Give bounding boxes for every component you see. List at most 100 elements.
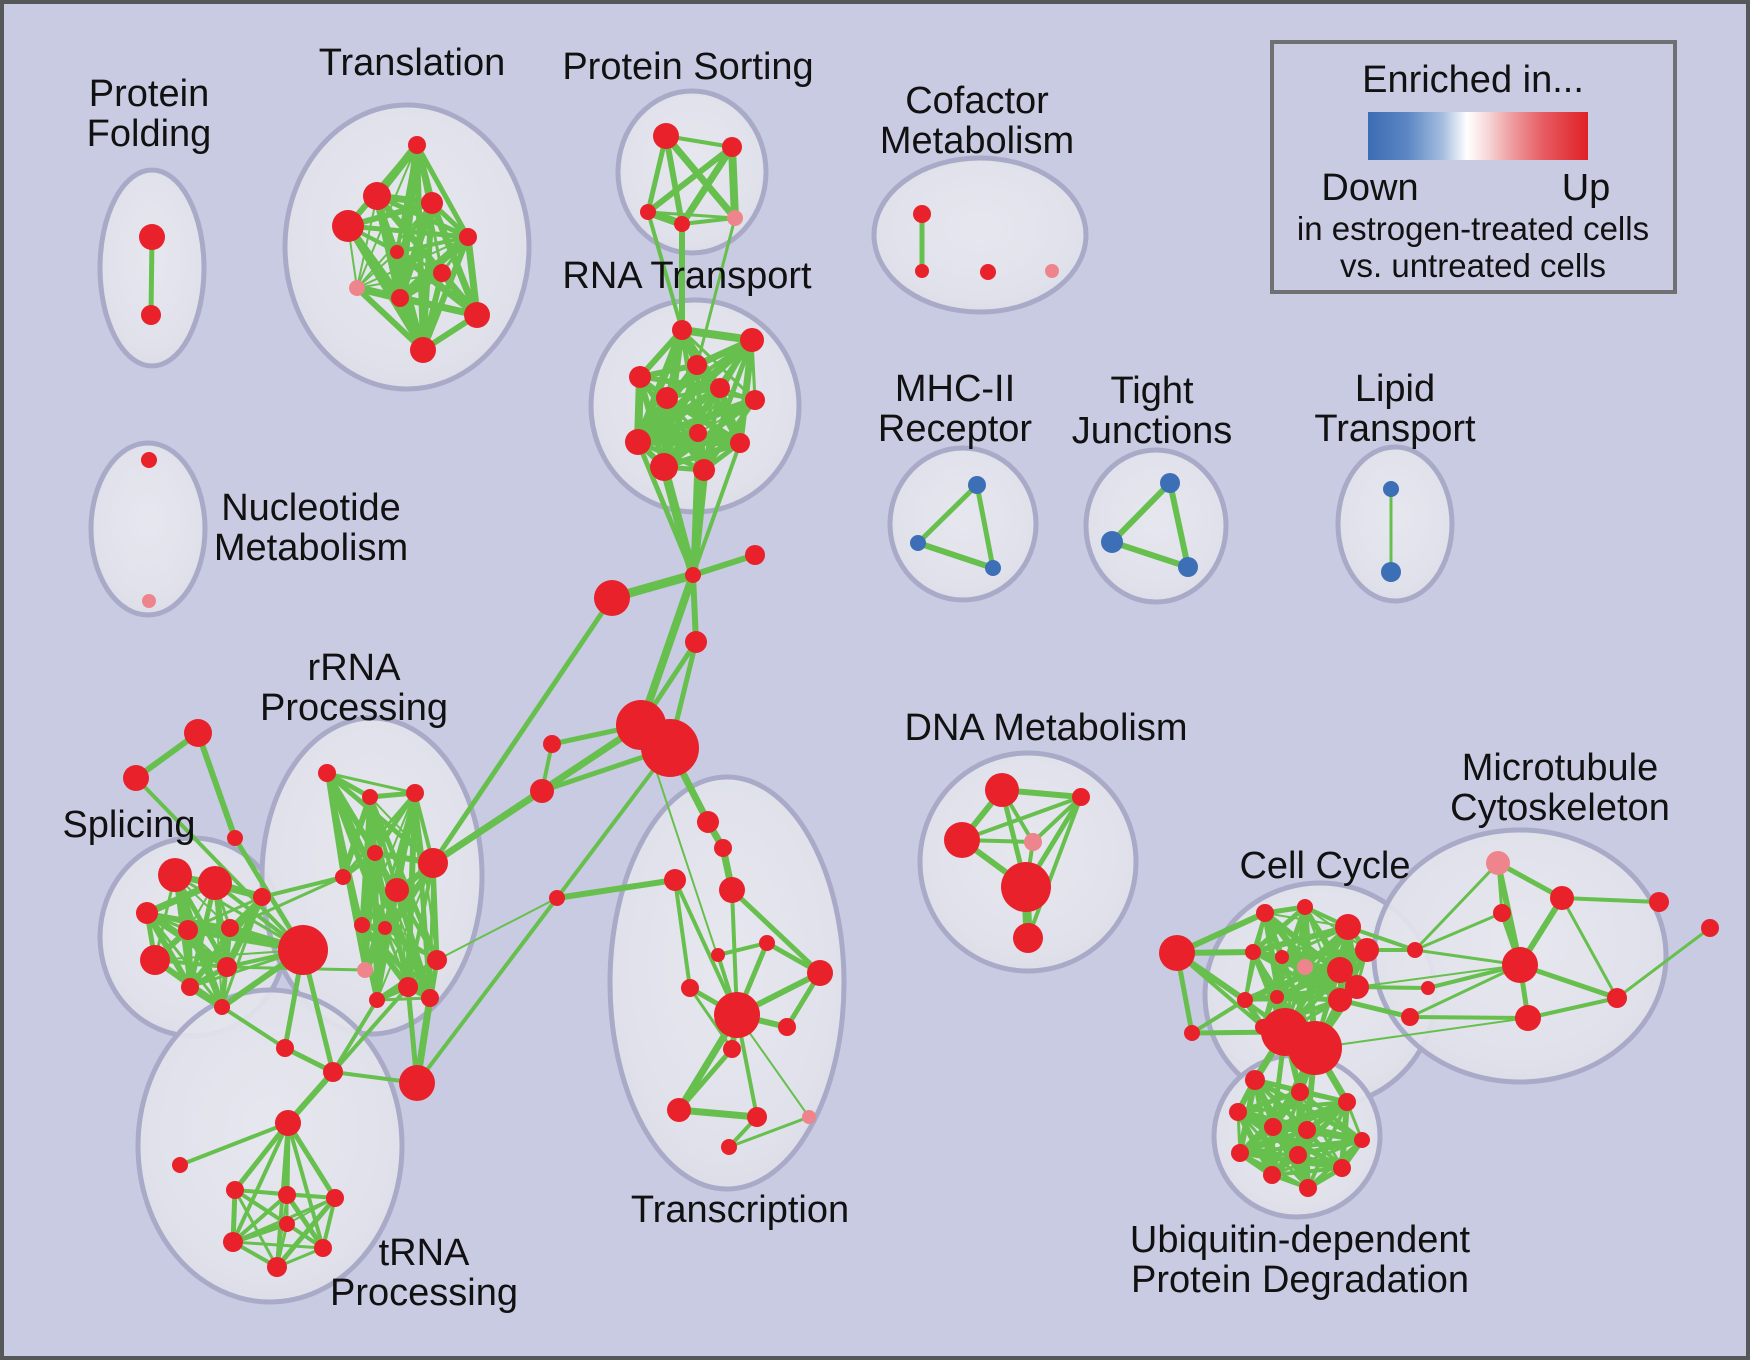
node-tr3[interactable]	[421, 192, 443, 214]
node-b1[interactable]	[399, 1065, 435, 1101]
node-cc19[interactable]	[1401, 1008, 1419, 1026]
node-tc3[interactable]	[664, 869, 686, 891]
node-ub5[interactable]	[1264, 1118, 1282, 1136]
node-mc4[interactable]	[1502, 947, 1538, 983]
node-tn6[interactable]	[267, 1257, 287, 1277]
node-dm2[interactable]	[1072, 788, 1090, 806]
node-mc1[interactable]	[1486, 851, 1510, 875]
node-r7[interactable]	[418, 848, 448, 878]
node-r14[interactable]	[421, 989, 439, 1007]
node-j3[interactable]	[745, 545, 765, 565]
node-rt8[interactable]	[689, 424, 707, 442]
node-cc5[interactable]	[1275, 950, 1289, 964]
node-tc2[interactable]	[714, 839, 732, 857]
node-tn2[interactable]	[278, 1186, 296, 1204]
node-sc8[interactable]	[217, 957, 237, 977]
node-mc6[interactable]	[1515, 1005, 1541, 1031]
node-cc2[interactable]	[1256, 904, 1274, 922]
node-cc17[interactable]	[1407, 942, 1423, 958]
node-ub7[interactable]	[1354, 1132, 1370, 1148]
node-ti[interactable]	[172, 1157, 188, 1173]
node-sc7[interactable]	[181, 978, 199, 996]
node-ps1[interactable]	[653, 123, 679, 149]
node-tc14[interactable]	[802, 1110, 816, 1124]
node-tr10[interactable]	[464, 302, 490, 328]
node-j6[interactable]	[641, 719, 699, 777]
node-cc4[interactable]	[1245, 944, 1261, 960]
node-tr8[interactable]	[349, 280, 365, 296]
node-tr4[interactable]	[332, 210, 364, 242]
node-r11[interactable]	[398, 977, 418, 997]
node-rt10[interactable]	[730, 433, 750, 453]
node-rt5[interactable]	[710, 378, 730, 398]
node-tc11[interactable]	[723, 1040, 741, 1058]
node-r2[interactable]	[362, 789, 378, 805]
node-cc6[interactable]	[1297, 959, 1313, 975]
node-sc6[interactable]	[140, 945, 170, 975]
node-tn3[interactable]	[326, 1189, 344, 1207]
node-dm5[interactable]	[1001, 862, 1051, 912]
node-tn7[interactable]	[279, 1216, 295, 1232]
node-r12[interactable]	[369, 992, 385, 1008]
node-rt4[interactable]	[629, 366, 651, 388]
node-tc13[interactable]	[747, 1107, 767, 1127]
node-c1[interactable]	[276, 1039, 294, 1057]
node-lp2[interactable]	[1381, 562, 1401, 582]
node-cc18[interactable]	[1421, 981, 1435, 995]
node-rt12[interactable]	[693, 459, 715, 481]
node-schub[interactable]	[278, 925, 328, 975]
node-pf1[interactable]	[139, 224, 165, 250]
node-tr2[interactable]	[363, 182, 391, 210]
node-mh1[interactable]	[968, 476, 986, 494]
node-cc7[interactable]	[1335, 914, 1361, 940]
node-st3[interactable]	[227, 830, 243, 846]
node-tc1[interactable]	[697, 811, 719, 833]
node-tc5[interactable]	[711, 948, 725, 962]
node-mc3[interactable]	[1493, 904, 1511, 922]
node-nm1[interactable]	[141, 452, 157, 468]
node-j9[interactable]	[549, 890, 565, 906]
node-dm4[interactable]	[1024, 833, 1042, 851]
node-r4[interactable]	[367, 845, 383, 861]
node-st1[interactable]	[184, 719, 212, 747]
node-sc3[interactable]	[136, 902, 158, 924]
node-tc6[interactable]	[759, 935, 775, 951]
node-j8[interactable]	[530, 779, 554, 803]
node-ub1[interactable]	[1245, 1070, 1265, 1090]
node-cf1[interactable]	[913, 205, 931, 223]
node-ub8[interactable]	[1231, 1144, 1249, 1162]
node-ps3[interactable]	[640, 204, 656, 220]
node-cc13[interactable]	[1328, 988, 1352, 1012]
node-tc15[interactable]	[721, 1139, 737, 1155]
node-cf3[interactable]	[980, 264, 996, 280]
node-rt3[interactable]	[687, 355, 707, 375]
node-j4[interactable]	[685, 631, 707, 653]
node-cf2[interactable]	[915, 264, 929, 278]
node-tr11[interactable]	[410, 337, 436, 363]
node-tc8[interactable]	[807, 960, 833, 986]
node-dm3[interactable]	[944, 822, 980, 858]
node-cc16[interactable]	[1288, 1021, 1342, 1075]
node-cc8[interactable]	[1355, 938, 1379, 962]
node-dm6[interactable]	[1013, 923, 1043, 953]
node-lp1[interactable]	[1383, 481, 1399, 497]
node-rt2[interactable]	[740, 328, 764, 352]
node-cc3[interactable]	[1297, 899, 1313, 915]
node-r10[interactable]	[357, 962, 373, 978]
node-tc10[interactable]	[778, 1018, 796, 1036]
node-mc7[interactable]	[1649, 892, 1669, 912]
node-ps5[interactable]	[727, 210, 743, 226]
node-cc11[interactable]	[1237, 992, 1253, 1008]
node-r9[interactable]	[378, 921, 392, 935]
node-ps2[interactable]	[722, 137, 742, 157]
node-nm2[interactable]	[142, 594, 156, 608]
node-mh3[interactable]	[985, 560, 1001, 576]
node-ub6[interactable]	[1298, 1121, 1316, 1139]
node-tj3[interactable]	[1178, 557, 1198, 577]
node-tc7[interactable]	[681, 979, 699, 997]
node-j2[interactable]	[594, 580, 630, 616]
node-st2[interactable]	[123, 765, 149, 791]
node-ub11[interactable]	[1263, 1166, 1281, 1184]
node-tj2[interactable]	[1101, 531, 1123, 553]
node-mh2[interactable]	[910, 535, 926, 551]
